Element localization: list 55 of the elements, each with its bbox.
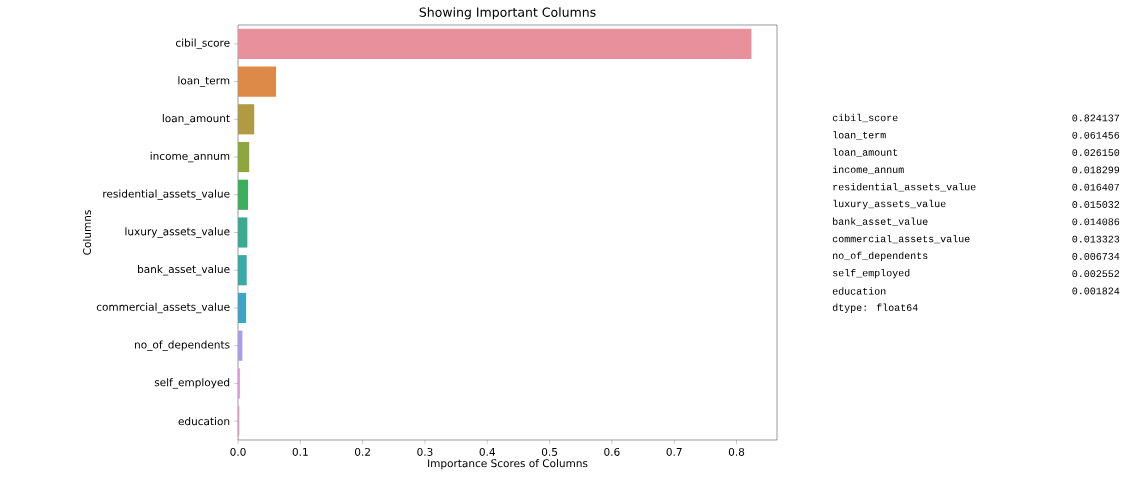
data-label: 0.014086 — [1072, 218, 1120, 226]
bar — [238, 141, 250, 173]
text: dtype: float64 — [832, 303, 918, 313]
chart-title: Showing Important Columns — [419, 7, 596, 20]
x-tick-label: 0.0 — [230, 447, 246, 456]
x-tick-label: 0.8 — [728, 447, 745, 456]
y-tick-label: education — [178, 417, 230, 426]
bar — [238, 292, 247, 324]
bar — [238, 255, 247, 286]
category-label: loan_term — [833, 131, 886, 140]
y-axis-title: Columns — [82, 210, 92, 255]
y-tick-label: cibil_score — [175, 38, 230, 50]
category-label: loan_amount — [833, 148, 898, 157]
data-label: 0.016407 — [1072, 183, 1120, 191]
bar — [238, 330, 243, 361]
bar — [238, 179, 248, 210]
data-label: 0.824137 — [1072, 114, 1120, 122]
category-label: cibil_score — [832, 113, 898, 123]
category-label: commercial_assets_value — [832, 234, 970, 244]
category-label: residential_assets_value — [833, 183, 976, 192]
category-label: income_annum — [832, 165, 904, 175]
category-label: education — [832, 287, 886, 295]
x-tick-label: 0.3 — [417, 447, 433, 456]
data-label: 0.061456 — [1072, 131, 1120, 139]
y-tick-label: income_annum — [150, 151, 230, 163]
y-tick-label: bank_asset_value — [138, 264, 230, 276]
category-label: self_employed — [833, 269, 910, 279]
category-label: bank_asset_value — [833, 217, 928, 226]
y-tick-label: loan_amount — [162, 114, 230, 125]
y-tick-label: self_employed — [154, 378, 230, 389]
x-tick-label: 0.4 — [479, 447, 496, 456]
bar — [238, 28, 752, 59]
x-tick-label: 0.6 — [604, 447, 620, 456]
data-label: 0.015032 — [1072, 201, 1120, 208]
x-axis-title: Importance Scores of Columns — [428, 459, 588, 470]
data-label: 0.002552 — [1072, 270, 1120, 278]
y-tick-label: residential_assets_value — [103, 189, 230, 200]
x-tick-label: 0.5 — [541, 447, 557, 456]
x-tick-label: 0.1 — [292, 447, 308, 456]
data-label: 0.001824 — [1072, 287, 1120, 295]
x-tick-label: 0.7 — [666, 447, 682, 456]
bar — [238, 217, 248, 248]
y-tick-label: commercial_assets_value — [96, 302, 230, 314]
category-label: luxury_assets_value — [833, 199, 946, 210]
data-label: 0.013323 — [1072, 235, 1120, 243]
data-label: 0.026150 — [1072, 149, 1120, 156]
y-tick-label: luxury_assets_value — [125, 227, 230, 238]
x-tick-label: 0.2 — [354, 447, 370, 456]
y-tick-label: loan_term — [178, 76, 230, 87]
y-tick-label: no_of_dependents — [135, 340, 230, 351]
category-label: no_of_dependents — [833, 251, 928, 262]
bar — [238, 66, 277, 97]
data-label: 0.018299 — [1072, 166, 1120, 174]
data-label: 0.006734 — [1072, 253, 1120, 260]
bar — [238, 104, 255, 135]
